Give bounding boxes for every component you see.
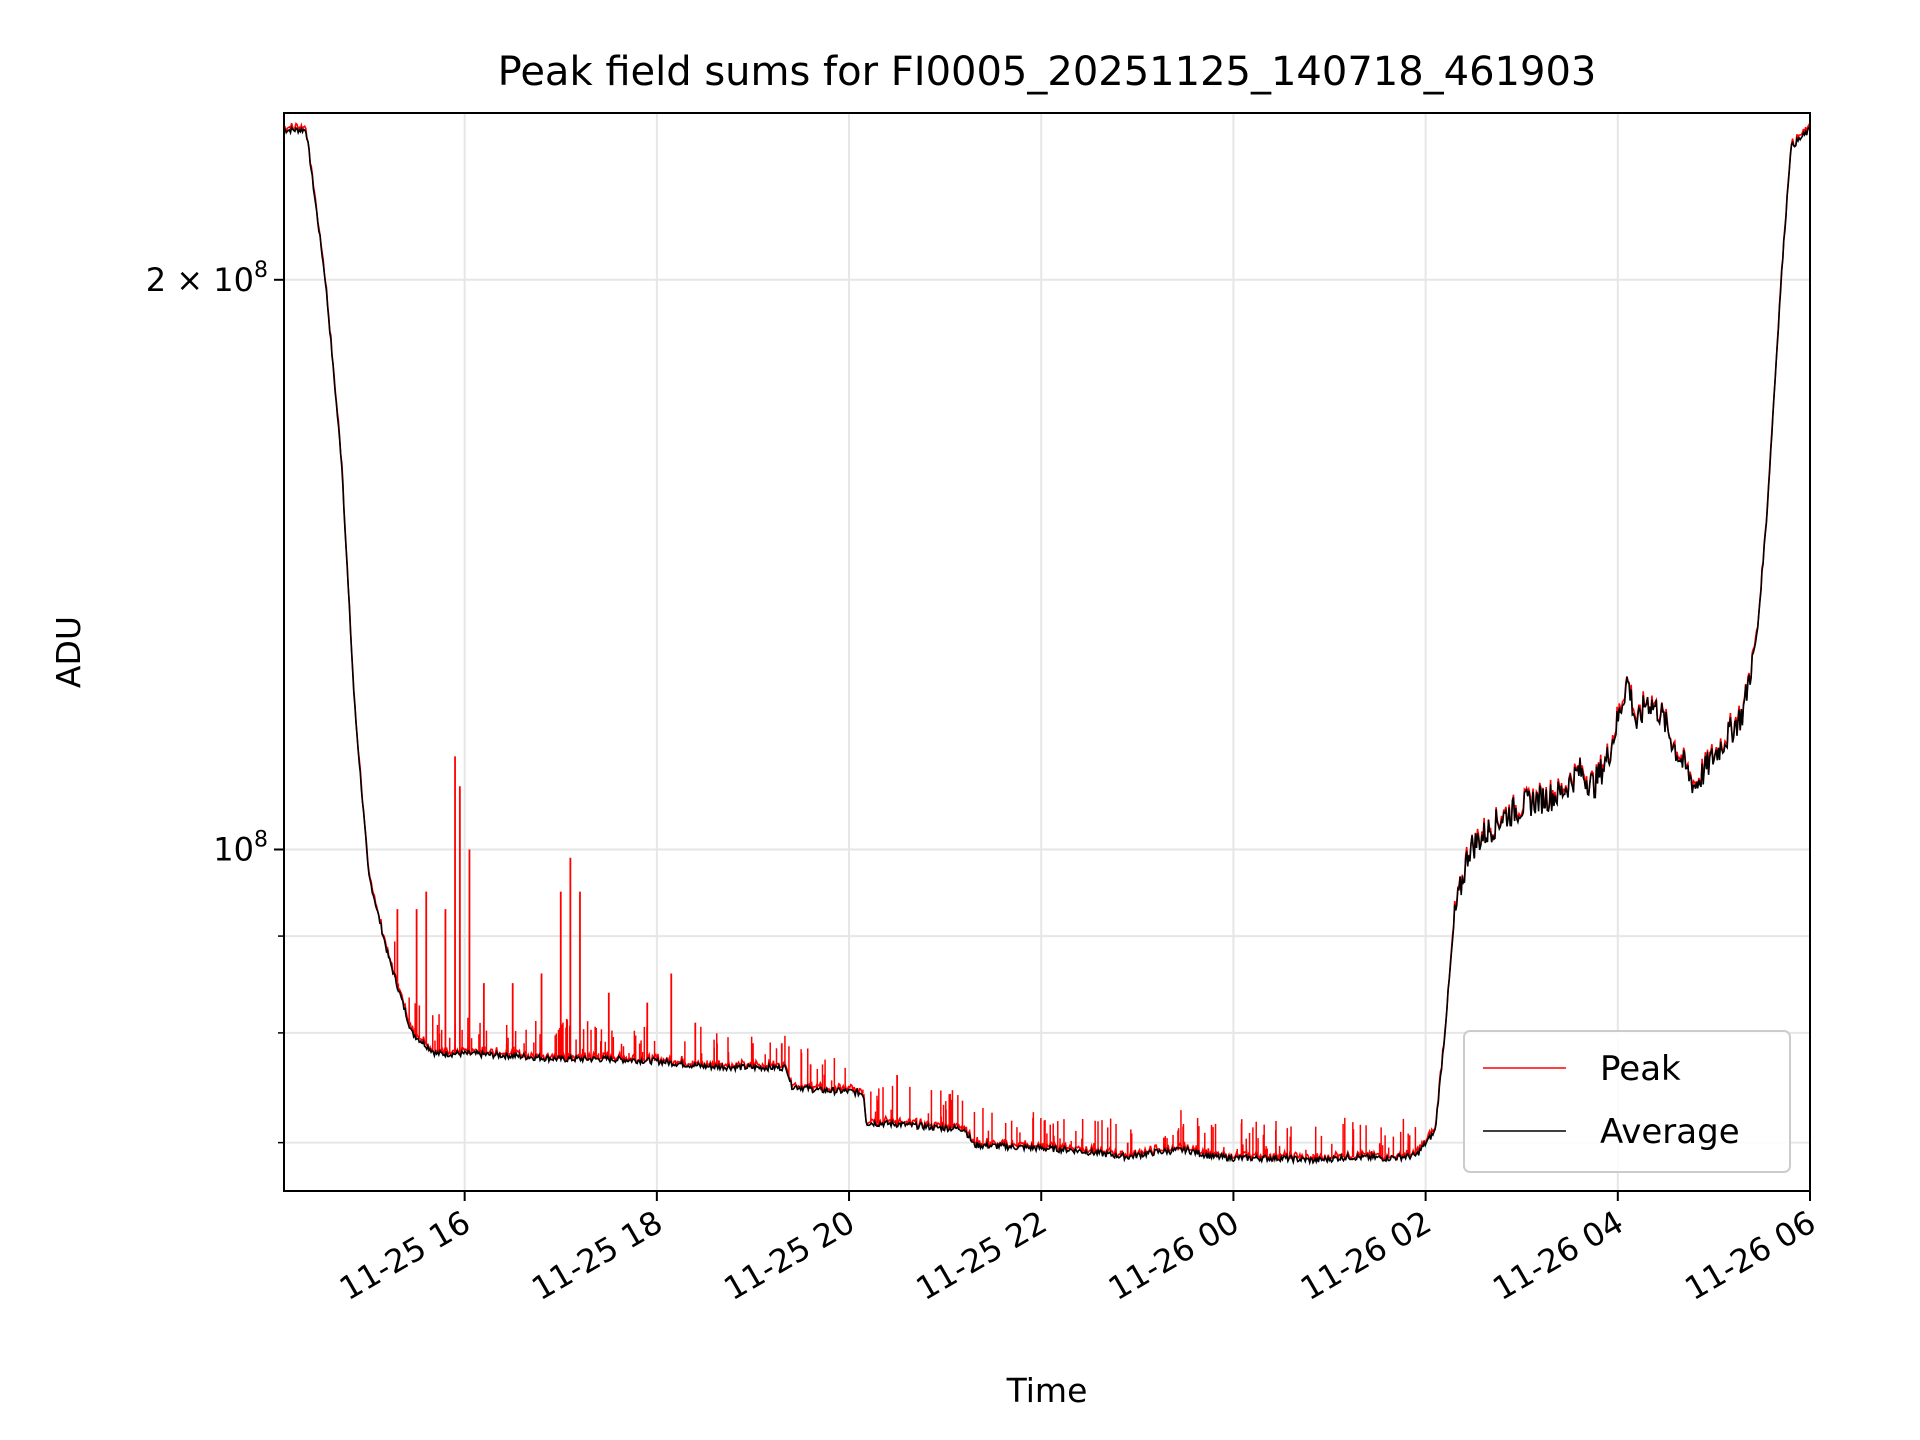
y-tick-label-base: 2 × 10	[146, 261, 254, 299]
legend: Peak Average	[1463, 1030, 1791, 1173]
chart-title: Peak field sums for FI0005_20251125_1407…	[498, 49, 1597, 95]
legend-average-label: Average	[1600, 1112, 1740, 1152]
y-tick-label: 108	[213, 827, 268, 868]
y-tick-label-base: 10	[213, 830, 254, 868]
y-axis-label: ADU	[49, 616, 88, 688]
average-series-line	[283, 125, 1811, 1166]
legend-peak-label: Peak	[1600, 1049, 1681, 1089]
plot-frame	[283, 112, 1811, 1192]
y-tick-label-exponent: 8	[254, 258, 268, 283]
y-tick-label-exponent: 8	[254, 827, 268, 852]
legend-box	[1463, 1030, 1791, 1173]
x-axis-label: Time	[1006, 1371, 1088, 1410]
y-tick-label: 2 × 108	[146, 258, 268, 299]
series-layer	[283, 122, 1811, 1166]
